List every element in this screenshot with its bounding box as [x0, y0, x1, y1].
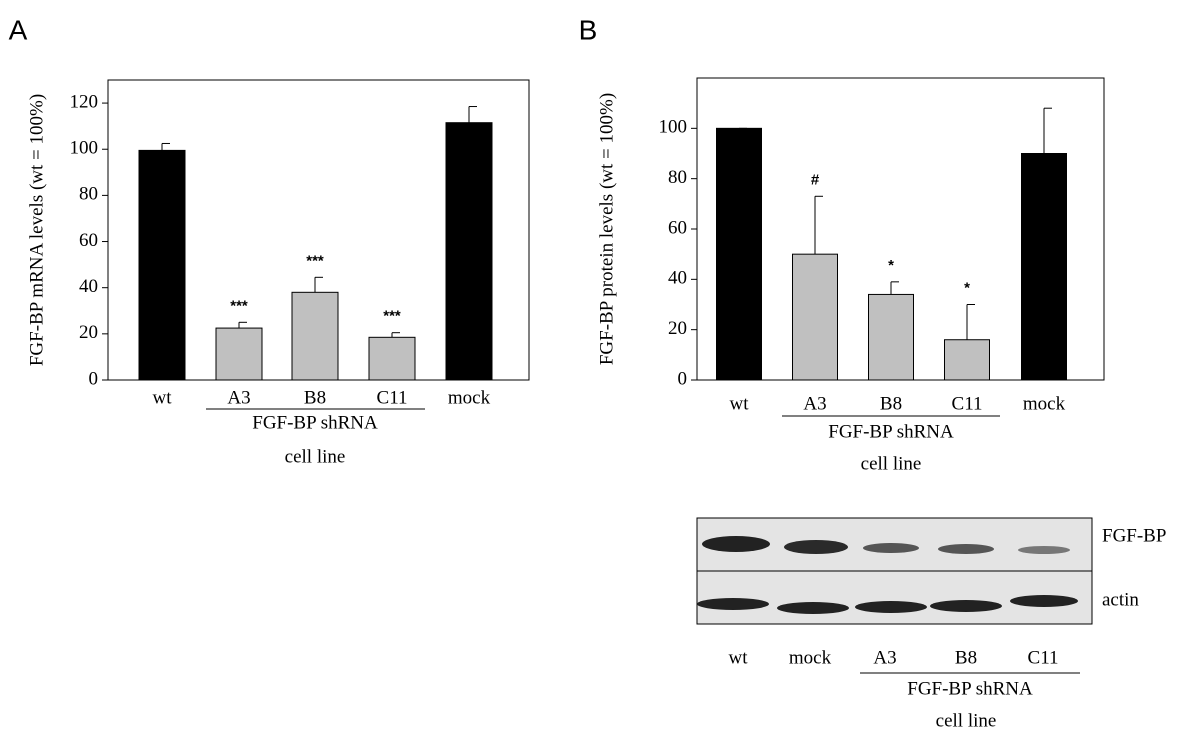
significance-label: *** [230, 297, 248, 314]
x-axis-label: cell line [936, 710, 997, 731]
y-tick-label: 120 [70, 91, 99, 112]
group-label: FGF-BP shRNA [828, 421, 954, 442]
blot-row-label: FGF-BP [1102, 525, 1166, 546]
bar [138, 149, 186, 381]
blot-lane-label: C11 [1028, 647, 1059, 668]
blot-lane-label: mock [789, 647, 832, 668]
bar [716, 127, 762, 381]
band [784, 540, 848, 554]
bar [944, 339, 990, 381]
y-axis-label: FGF-BP mRNA levels (wt = 100%) [26, 94, 47, 366]
y-tick-label: 80 [79, 184, 98, 205]
y-tick-label: 20 [668, 318, 687, 339]
y-tick-label: 100 [659, 117, 688, 138]
band [697, 598, 769, 610]
significance-label: * [888, 257, 894, 274]
x-tick-label: wt [730, 393, 750, 414]
x-tick-label: mock [1023, 393, 1066, 414]
blot-lane-label: wt [729, 647, 749, 668]
y-tick-label: 0 [89, 368, 99, 389]
significance-label: * [964, 279, 970, 296]
x-tick-label: wt [153, 387, 173, 408]
significance-label: *** [383, 308, 401, 325]
x-tick-label: B8 [304, 387, 326, 408]
group-label: FGF-BP shRNA [907, 678, 1033, 699]
y-tick-label: 40 [79, 276, 98, 297]
x-axis-label: cell line [861, 453, 922, 474]
y-tick-label: 0 [678, 368, 688, 389]
x-tick-label: B8 [880, 393, 902, 414]
band [1018, 546, 1070, 554]
band [777, 602, 849, 614]
x-tick-label: C11 [377, 387, 408, 408]
significance-label: # [811, 171, 820, 188]
bar [1021, 153, 1067, 381]
y-tick-label: 80 [668, 167, 687, 188]
x-tick-label: C11 [952, 393, 983, 414]
band [855, 601, 927, 613]
x-tick-label: mock [448, 387, 491, 408]
y-tick-label: 40 [668, 268, 687, 289]
y-tick-label: 100 [70, 138, 99, 159]
blot-row-label: actin [1102, 589, 1139, 610]
western-blot [696, 517, 1093, 625]
group-label: FGF-BP shRNA [252, 412, 378, 433]
y-tick-label: 60 [668, 217, 687, 238]
x-tick-label: A3 [227, 387, 250, 408]
y-tick-label: 20 [79, 322, 98, 343]
x-axis-label: cell line [285, 446, 346, 467]
blot-lane-label: A3 [873, 647, 896, 668]
panel-label: B [579, 14, 598, 45]
bar [215, 327, 263, 381]
blot-lane-label: B8 [955, 647, 977, 668]
band [863, 543, 919, 553]
bar [792, 253, 838, 381]
band [938, 544, 994, 554]
bar [868, 293, 914, 381]
significance-label: *** [306, 252, 324, 269]
band [702, 536, 770, 552]
bar [368, 336, 416, 381]
x-tick-label: A3 [803, 393, 826, 414]
band [1010, 595, 1078, 607]
band [930, 600, 1002, 612]
bar [291, 291, 339, 381]
panel-label: A [9, 14, 28, 45]
y-tick-label: 60 [79, 230, 98, 251]
bar [445, 122, 493, 381]
y-axis-label: FGF-BP protein levels (wt = 100%) [596, 93, 617, 365]
